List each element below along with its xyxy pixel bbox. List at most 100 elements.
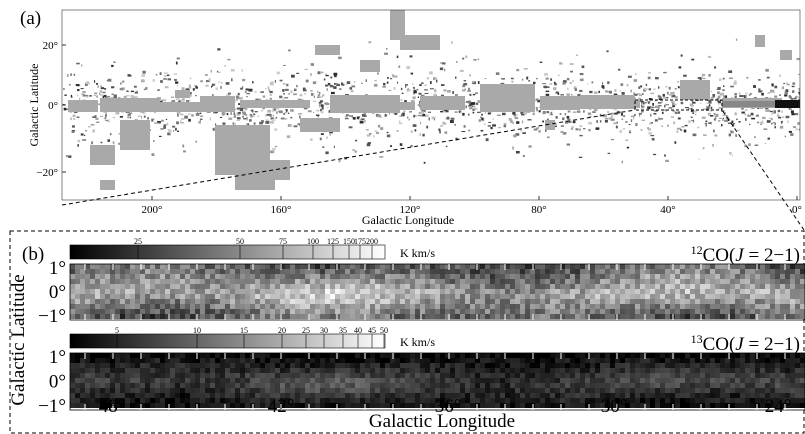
map-cell (750, 378, 755, 383)
emission (675, 112, 678, 114)
map-cell (495, 314, 500, 319)
map-cell (80, 393, 85, 398)
map-cell (545, 279, 550, 284)
emission (321, 111, 324, 113)
map-cell (290, 274, 295, 279)
map-cell (525, 363, 530, 368)
map-cell (745, 393, 750, 398)
colorbar (70, 245, 385, 259)
map-cell (650, 363, 655, 368)
map-cell (510, 363, 515, 368)
map-cell (415, 388, 420, 393)
map-cell (655, 289, 660, 294)
map-cell (75, 284, 80, 289)
map-cell (155, 388, 160, 393)
map-cell (320, 378, 325, 383)
map-cell (460, 378, 465, 383)
map-cell (105, 368, 110, 373)
map-cell (370, 363, 375, 368)
emission (107, 96, 110, 98)
map-cell (185, 314, 190, 319)
emission (703, 147, 705, 149)
emission (743, 95, 744, 96)
map-cell (445, 299, 450, 304)
map-cell (485, 393, 490, 398)
emission (327, 107, 329, 108)
map-cell (440, 383, 445, 388)
emission (234, 112, 235, 115)
emission (688, 120, 691, 123)
map-cell (600, 358, 605, 363)
map-cell (180, 368, 185, 373)
map-cell (745, 289, 750, 294)
coverage-patch (100, 98, 160, 112)
map-cell (125, 378, 130, 383)
emission (454, 124, 455, 125)
map-cell (410, 378, 415, 383)
map-cell (115, 269, 120, 274)
map-cell (295, 363, 300, 368)
map-cell (795, 274, 800, 279)
emission (94, 80, 95, 83)
map-cell (405, 274, 410, 279)
emission (462, 89, 466, 91)
emission (620, 90, 621, 91)
map-cell (720, 368, 725, 373)
map-cell (580, 294, 585, 299)
map-cell (215, 373, 220, 378)
emission (588, 112, 591, 114)
emission (168, 78, 172, 80)
emission (82, 139, 86, 140)
map-cell (70, 393, 75, 398)
map-cell (530, 284, 535, 289)
emission (700, 103, 701, 104)
map-cell (680, 383, 685, 388)
map-cell (290, 304, 295, 309)
map-cell (270, 304, 275, 309)
map-cell (795, 363, 800, 368)
map-cell (500, 309, 505, 314)
map-cell (795, 314, 800, 319)
emission (723, 85, 724, 87)
map-cell (370, 274, 375, 279)
map-cell (790, 378, 795, 383)
map-cell (295, 294, 300, 299)
map-cell (460, 388, 465, 393)
emission (311, 63, 313, 65)
map-cell (635, 294, 640, 299)
map-cell (100, 368, 105, 373)
map-cell (205, 264, 210, 269)
map-cell (340, 368, 345, 373)
map-cell (655, 294, 660, 299)
map-cell (130, 373, 135, 378)
emission (691, 59, 694, 61)
map-cell (480, 363, 485, 368)
map-cell (365, 274, 370, 279)
map-cell (130, 368, 135, 373)
map-cell (215, 284, 220, 289)
emission (290, 117, 292, 119)
emission (575, 128, 578, 130)
map-cell (550, 294, 555, 299)
map-cell (475, 274, 480, 279)
map-cell (430, 368, 435, 373)
coverage-patch (235, 170, 275, 190)
emission (233, 122, 234, 124)
map-cell (150, 314, 155, 319)
map-cell (600, 378, 605, 383)
emission (671, 92, 675, 94)
map-cell (575, 383, 580, 388)
map-cell (310, 304, 315, 309)
map-cell (445, 294, 450, 299)
map-cell (790, 314, 795, 319)
map-cell (625, 378, 630, 383)
map-cell (305, 289, 310, 294)
map-cell (585, 274, 590, 279)
map-cell (520, 264, 525, 269)
map-cell (210, 314, 215, 319)
emission (66, 155, 69, 157)
map-cell (185, 358, 190, 363)
map-cell (750, 309, 755, 314)
map-cell (410, 309, 415, 314)
emission (373, 135, 375, 137)
